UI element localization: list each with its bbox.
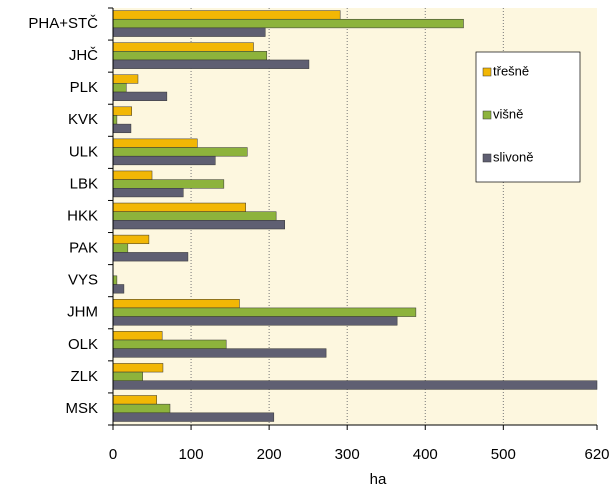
bar bbox=[112, 147, 248, 157]
bar bbox=[112, 179, 225, 189]
bar bbox=[112, 10, 341, 20]
legend-swatch bbox=[482, 67, 492, 77]
legend-swatch bbox=[482, 153, 492, 163]
bar bbox=[112, 331, 163, 341]
bar bbox=[112, 234, 150, 245]
x-tick-label: 500 bbox=[491, 446, 516, 463]
y-tick-label: ZLK bbox=[70, 368, 98, 385]
bar bbox=[112, 284, 125, 294]
x-tick-label: 0 bbox=[109, 446, 117, 463]
x-tick-label: 620 bbox=[584, 446, 609, 463]
y-tick-label: LBK bbox=[70, 175, 98, 192]
legend-label: višně bbox=[493, 106, 523, 121]
bar bbox=[112, 307, 417, 317]
bar bbox=[112, 412, 275, 422]
bar bbox=[112, 316, 398, 326]
y-tick-label: KVK bbox=[68, 111, 98, 128]
x-tick-label: 100 bbox=[179, 446, 204, 463]
bar bbox=[112, 202, 246, 212]
bar bbox=[112, 211, 277, 221]
bar bbox=[112, 339, 227, 349]
bar bbox=[112, 155, 216, 166]
bar bbox=[112, 51, 268, 61]
bar bbox=[112, 220, 285, 230]
bar bbox=[112, 18, 464, 29]
legend-swatch bbox=[482, 110, 492, 120]
bar bbox=[112, 123, 132, 134]
bar bbox=[112, 74, 139, 84]
bar bbox=[112, 348, 327, 358]
x-axis-label: ha bbox=[370, 471, 387, 488]
y-tick-label: PLK bbox=[70, 79, 98, 96]
legend-label: třešně bbox=[493, 63, 529, 78]
bar bbox=[112, 106, 132, 116]
bar bbox=[112, 59, 310, 69]
legend: třešně višně slivoně bbox=[475, 51, 581, 183]
bar bbox=[112, 42, 254, 52]
legend-label: slivoně bbox=[493, 149, 533, 164]
y-tick-label: PHA+STČ bbox=[28, 15, 98, 32]
bar bbox=[112, 138, 198, 148]
bar bbox=[112, 395, 157, 405]
y-tick-label: OLK bbox=[68, 336, 98, 353]
bar bbox=[112, 275, 118, 285]
x-tick-label: 400 bbox=[413, 446, 438, 463]
bar bbox=[112, 380, 598, 390]
bar bbox=[112, 188, 184, 198]
bar bbox=[112, 363, 164, 373]
bar bbox=[112, 403, 171, 414]
y-tick-label: PAK bbox=[69, 240, 98, 257]
x-tick-label: 200 bbox=[257, 446, 282, 463]
bar bbox=[112, 83, 127, 93]
y-tick-label: JHČ bbox=[69, 47, 98, 64]
bar bbox=[112, 371, 143, 381]
bar bbox=[112, 299, 240, 309]
x-tick-label: 300 bbox=[335, 446, 360, 463]
bar bbox=[112, 115, 118, 125]
y-tick-label: HKK bbox=[67, 207, 98, 224]
bar bbox=[112, 243, 129, 253]
y-tick-label: JHM bbox=[67, 304, 98, 321]
y-tick-label: VYS bbox=[68, 272, 98, 289]
legend-box bbox=[475, 51, 581, 183]
bar bbox=[112, 27, 266, 37]
bar bbox=[112, 91, 168, 101]
y-tick-label: MSK bbox=[65, 400, 98, 417]
bar bbox=[112, 252, 189, 262]
bar bbox=[112, 170, 153, 180]
y-tick-label: ULK bbox=[69, 143, 98, 160]
